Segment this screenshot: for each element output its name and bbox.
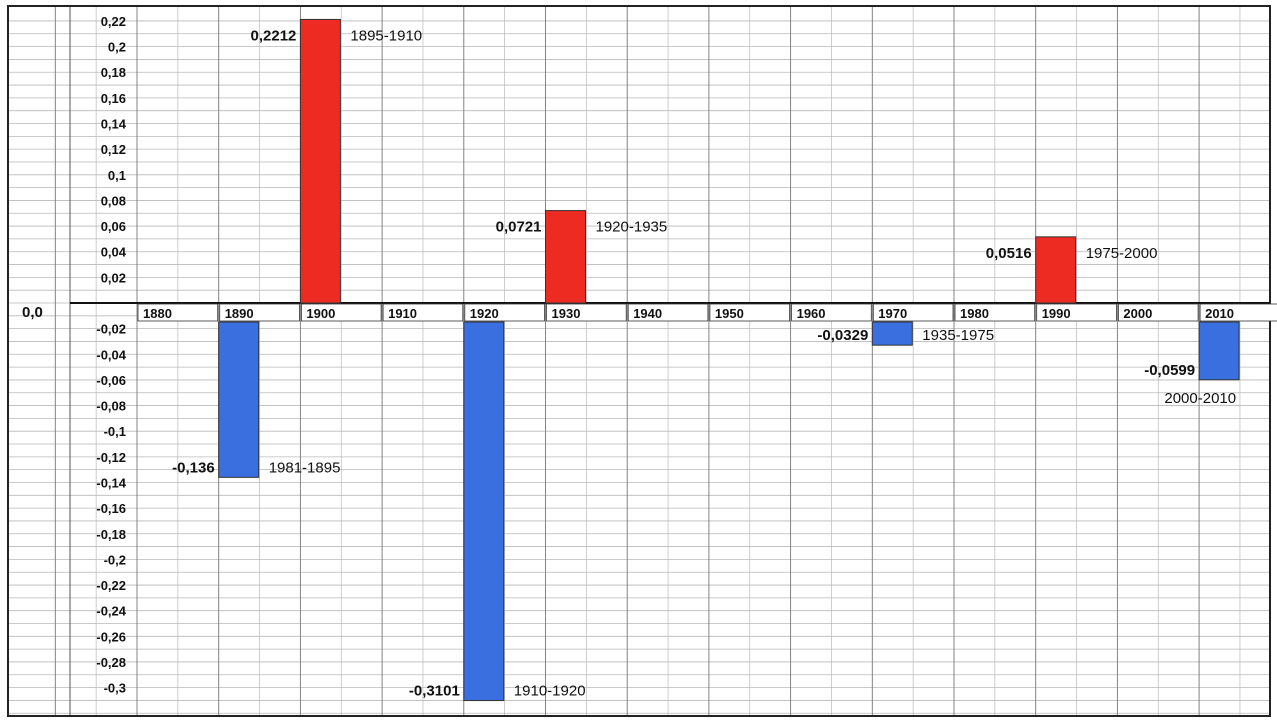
y-tick-label: -0,2 xyxy=(104,552,126,567)
y-axis-tick-labels: 0,22 0,2 0,18 0,16 0,14 0,12 0,1 0,08 0,06 0,04 0,… xyxy=(96,14,126,696)
y-tick-label: -0,22 xyxy=(96,578,126,593)
x-tick-cell xyxy=(1199,303,1277,322)
y-tick-label: -0,04 xyxy=(96,347,126,362)
x-tick-cell xyxy=(791,303,872,322)
y-tick-label: 0,06 xyxy=(101,219,126,234)
y-tick-label: -0,1 xyxy=(104,424,126,439)
bar xyxy=(1035,236,1077,304)
bar-value-label: 0,0516 xyxy=(986,245,1032,262)
y-tick-label: 0,14 xyxy=(101,117,127,132)
bar-period-label: 1920-1935 xyxy=(596,219,668,236)
bars xyxy=(218,18,1240,702)
y-tick-label: 0,12 xyxy=(101,142,126,157)
x-tick-label: 1910 xyxy=(388,306,417,321)
bar xyxy=(545,210,586,304)
x-tick-label: 1960 xyxy=(797,306,826,321)
y-tick-label: 0,08 xyxy=(101,193,126,208)
y-tick-label: -0,06 xyxy=(96,373,126,388)
x-tick-cell xyxy=(137,303,219,322)
y-tick-label: 0,1 xyxy=(108,168,126,183)
y-tick-label: 0,22 xyxy=(101,14,126,29)
x-tick-label: 2010 xyxy=(1205,306,1234,321)
y-tick-label: -0,28 xyxy=(96,655,126,670)
y-tick-label: -0,12 xyxy=(96,450,126,465)
y-tick-label: -0,3 xyxy=(104,681,126,696)
y-tick-label: -0,08 xyxy=(96,399,126,414)
bar-period-label: 1910-1920 xyxy=(514,683,586,700)
x-tick-label: 1900 xyxy=(306,306,335,321)
bar xyxy=(463,321,505,702)
bar-value-label: 0,2212 xyxy=(251,27,297,44)
bar xyxy=(218,321,260,478)
bar-labels: -0,136 1981-1895 0,2212 1895-1910 -0,3101 191… xyxy=(172,27,1236,699)
x-tick-label: 1890 xyxy=(225,306,254,321)
x-tick-label: 1980 xyxy=(960,306,989,321)
x-tick-label: 1950 xyxy=(715,306,744,321)
x-tick-cell xyxy=(954,303,1036,322)
x-tick-label: 1920 xyxy=(470,306,499,321)
bar-period-label: 1981-1895 xyxy=(269,459,341,476)
x-tick-cell xyxy=(709,303,791,322)
x-tick-cell xyxy=(546,303,627,322)
x-tick-cell xyxy=(1118,303,1199,322)
bar-value-label: -0,0599 xyxy=(1144,362,1195,379)
y-tick-label: -0,24 xyxy=(96,604,126,619)
x-tick-label: 1930 xyxy=(552,306,581,321)
zero-axis-label: 0,0 xyxy=(22,304,43,321)
x-tick-label: 1970 xyxy=(878,306,907,321)
chart-border xyxy=(7,5,1271,717)
x-axis-tick-labels: 1880 1890 1900 1910 1920 1930 1940 1950 1960 1970… xyxy=(137,303,1277,322)
x-tick-label: 1990 xyxy=(1042,306,1071,321)
bar xyxy=(299,18,341,304)
x-tick-cell xyxy=(464,303,545,322)
x-tick-cell xyxy=(627,303,709,322)
x-tick-cell xyxy=(219,303,300,322)
bar xyxy=(871,321,913,346)
bar-period-label: 1975-2000 xyxy=(1086,245,1158,262)
x-tick-label: 2000 xyxy=(1123,306,1152,321)
x-tick-label: 1940 xyxy=(633,306,662,321)
y-tick-label: -0,02 xyxy=(96,322,126,337)
y-tick-label: -0,18 xyxy=(96,527,126,542)
x-tick-cell xyxy=(300,303,382,322)
x-tick-label: 1880 xyxy=(143,306,172,321)
bar-period-label: 1935-1975 xyxy=(922,327,994,344)
bar-value-label: -0,3101 xyxy=(409,683,460,700)
y-tick-label: -0,26 xyxy=(96,629,126,644)
y-tick-label: 0,04 xyxy=(101,245,127,260)
bar-period-label: 2000-2010 xyxy=(1164,390,1236,407)
bar-value-label: -0,136 xyxy=(172,459,215,476)
y-tick-label: 0,18 xyxy=(101,65,126,80)
bar xyxy=(1198,321,1240,381)
bar-value-label: 0,0721 xyxy=(496,219,542,236)
bar-value-label: -0,0329 xyxy=(817,327,868,344)
x-tick-cell xyxy=(382,303,464,322)
bar-period-label: 1895-1910 xyxy=(350,27,422,44)
y-tick-label: 0,02 xyxy=(101,270,126,285)
y-tick-label: 0,2 xyxy=(108,40,126,55)
x-tick-cell xyxy=(1036,303,1117,322)
y-tick-label: -0,16 xyxy=(96,501,126,516)
x-tick-cell xyxy=(872,303,954,322)
y-tick-label: -0,14 xyxy=(96,475,126,490)
y-tick-label: 0,16 xyxy=(101,91,126,106)
